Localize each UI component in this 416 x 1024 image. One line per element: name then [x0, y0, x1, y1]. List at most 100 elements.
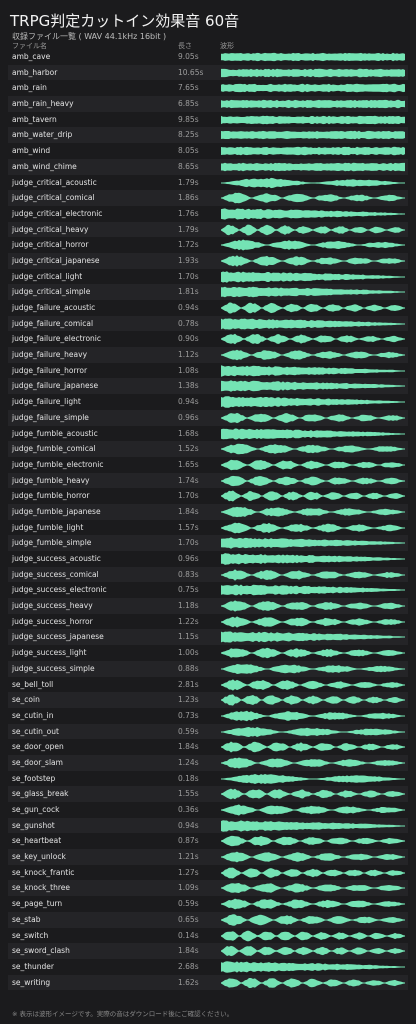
file-name: judge_failure_comical — [12, 318, 94, 328]
table-row: judge_success_simple 0.88s — [8, 660, 408, 677]
duration: 0.94s — [178, 303, 199, 312]
duration: 1.70s — [178, 491, 199, 501]
duration: 1.27s — [178, 867, 199, 877]
duration: 1.38s — [178, 381, 199, 391]
waveform — [221, 584, 405, 596]
waveform-shape — [221, 224, 405, 235]
duration: 0.94s — [178, 397, 199, 407]
file-name: se_writing — [12, 977, 51, 987]
waveform — [221, 631, 405, 643]
table-row: judge_success_comical 0.83s — [8, 566, 408, 583]
file-name: judge_fumble_heavy — [12, 475, 90, 485]
waveform — [221, 741, 405, 753]
table-row: judge_success_japanese 1.15s — [8, 629, 408, 646]
waveform — [221, 318, 405, 330]
waveform — [221, 443, 405, 455]
waveform-shape — [221, 475, 405, 486]
table-row: se_footstep 0.18s — [8, 771, 408, 787]
file-name: judge_failure_simple — [12, 412, 89, 422]
table-row: se_switch 0.14s — [8, 928, 408, 944]
waveform-shape — [221, 819, 405, 832]
waveform — [221, 349, 405, 361]
waveform — [221, 836, 405, 847]
waveform — [221, 270, 405, 283]
waveform — [221, 930, 405, 941]
table-row: judge_critical_japanese 1.93s — [8, 252, 408, 269]
duration: 1.84s — [178, 742, 199, 752]
duration: 1.93s — [178, 255, 199, 265]
table-row: amb_water_drip 8.25s — [8, 127, 408, 144]
table-row: amb_tavern 9.85s — [8, 112, 408, 128]
file-name: judge_success_comical — [12, 569, 99, 579]
file-name: judge_critical_light — [12, 271, 83, 281]
file-name: judge_fumble_japanese — [12, 506, 101, 516]
table-row: amb_cave 9.05s — [8, 49, 408, 65]
waveform — [221, 600, 405, 612]
title: TRPG判定カットイン効果音 60音 — [10, 12, 240, 30]
waveform-shape — [221, 851, 405, 863]
waveform — [221, 678, 405, 691]
duration: 6.85s — [178, 99, 199, 109]
file-name: se_switch — [12, 930, 49, 940]
waveform — [221, 302, 405, 314]
table-row: judge_success_heavy 1.18s — [8, 598, 408, 614]
table-row: judge_failure_comical 0.78s — [8, 315, 408, 332]
file-name: judge_critical_heavy — [12, 224, 89, 234]
file-name: judge_success_electronic — [12, 585, 107, 595]
file-name: se_key_unlock — [12, 852, 66, 862]
duration: 0.78s — [178, 318, 199, 328]
file-name: se_cutin_in — [12, 710, 54, 720]
waveform — [221, 162, 405, 172]
waveform-shape — [221, 396, 405, 408]
waveform-shape — [221, 177, 405, 188]
waveform-shape — [221, 490, 405, 502]
table-row: judge_fumble_comical 1.52s — [8, 441, 408, 457]
duration: 0.65s — [178, 914, 199, 924]
waveform — [221, 883, 405, 894]
waveform — [221, 365, 405, 377]
file-name: judge_failure_heavy — [12, 350, 88, 360]
duration: 1.79s — [178, 224, 199, 234]
waveform-shape — [221, 631, 405, 643]
duration: 1.81s — [178, 287, 199, 297]
waveform — [221, 914, 405, 926]
duration: 1.76s — [178, 208, 199, 218]
waveform-shape — [221, 270, 405, 283]
duration: 7.65s — [178, 83, 199, 93]
table-row: se_heartbeat 0.87s — [8, 833, 408, 849]
waveform-shape — [221, 162, 405, 172]
duration: 9.05s — [178, 52, 199, 61]
table-row: judge_fumble_electronic 1.65s — [8, 457, 408, 473]
file-name: se_gunshot — [12, 820, 55, 830]
file-name: amb_cave — [12, 52, 51, 61]
file-name: amb_harbor — [12, 67, 58, 77]
duration: 0.96s — [178, 554, 199, 563]
duration: 1.84s — [178, 506, 199, 516]
table-row: judge_critical_heavy 1.79s — [8, 221, 408, 238]
footer-note: ※ 表示は波形イメージです。実際の音はダウンロード後にご確認ください。 — [12, 1010, 234, 1018]
waveform-shape — [221, 287, 405, 298]
duration: 1.68s — [178, 428, 199, 438]
duration: 1.55s — [178, 789, 199, 799]
table-row: judge_critical_comical 1.86s — [8, 190, 408, 206]
waveform — [221, 459, 405, 471]
waveform — [221, 380, 405, 393]
file-name: amb_water_drip — [12, 130, 73, 140]
waveform-shape — [221, 380, 405, 393]
waveform-shape — [221, 568, 405, 581]
table-row: se_key_unlock 1.21s — [8, 849, 408, 865]
duration: 8.25s — [178, 130, 199, 140]
waveform — [221, 84, 405, 93]
duration: 10.65s — [178, 67, 204, 77]
table-row: se_door_open 1.84s — [8, 739, 408, 755]
waveform — [221, 977, 405, 988]
duration: 1.70s — [178, 271, 199, 281]
duration: 0.14s — [178, 930, 199, 940]
waveform-shape — [221, 302, 405, 314]
table-row: se_writing 1.62s — [8, 974, 408, 991]
waveform — [221, 710, 405, 722]
waveform — [221, 773, 405, 784]
waveform — [221, 867, 405, 879]
waveform-shape — [221, 616, 405, 628]
waveform — [221, 52, 405, 62]
